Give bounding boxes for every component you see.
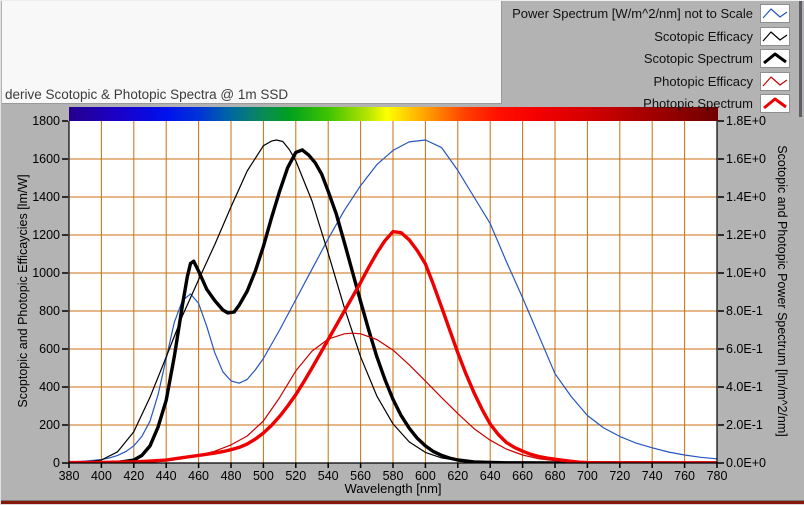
- x-tick-label: 540: [318, 469, 339, 483]
- line-style-icon: [763, 97, 787, 109]
- x-axis-title: Wavelength [nm]: [344, 481, 441, 496]
- left-tick-label: 200: [39, 418, 60, 432]
- right-tick-label: 6.0E-1: [726, 342, 763, 356]
- legend-item-scotopic_spectrum[interactable]: Scotopic Spectrum: [506, 48, 790, 68]
- x-tick-label: 520: [285, 469, 306, 483]
- left-tick-label: 1600: [32, 152, 60, 166]
- xy-graph: 380 400 420 440 460 480 500 520 540 560 580 600 620 6…: [16, 114, 789, 496]
- x-tick-label: 440: [156, 469, 177, 483]
- window-bottom-border: [1, 500, 804, 501]
- left-tick-label: 0: [53, 456, 60, 470]
- right-tick-label: 1.6E+0: [726, 152, 766, 166]
- legend-glyph-scotopic_spectrum[interactable]: [760, 48, 790, 68]
- right-tick-label: 2.0E-1: [726, 418, 763, 432]
- right-tick-label: 1.0E+0: [726, 266, 766, 280]
- left-tick-label: 1400: [32, 190, 60, 204]
- right-tick-label: 1.2E+0: [726, 228, 766, 242]
- legend-glyph-power_spectrum[interactable]: [760, 3, 790, 23]
- left-tick-label: 800: [39, 304, 60, 318]
- panel-title: derive Scotopic & Photopic Spectra @ 1m …: [5, 87, 289, 102]
- wavelength-color-bar: [69, 107, 718, 121]
- legend-label: Scotopic Spectrum: [643, 50, 753, 66]
- left-axis-title: Scoptopic and Photopic Efficaycies [lm/W…: [16, 174, 30, 407]
- x-tick-label: 640: [480, 469, 501, 483]
- left-tick-label: 1200: [32, 228, 60, 242]
- legend-glyph-photopic_spectrum[interactable]: [760, 93, 790, 113]
- x-tick-label: 460: [188, 469, 209, 483]
- right-tick-label: 1.4E+0: [726, 190, 766, 204]
- legend-glyph-scotopic_efficacy[interactable]: [760, 26, 790, 46]
- legend-item-photopic_spectrum[interactable]: Photopic Spectrum: [506, 93, 790, 113]
- legend-item-power_spectrum[interactable]: Power Spectrum [W/m^2/nm] not to Scale: [506, 3, 790, 23]
- legend-label: Scotopic Efficacy: [654, 28, 753, 44]
- legend-label: Power Spectrum [W/m^2/nm] not to Scale: [512, 5, 753, 21]
- line-style-icon: [762, 7, 788, 18]
- right-tick-label: 0.0E+0: [726, 456, 766, 470]
- left-tick-label: 1000: [32, 266, 60, 280]
- plot-area: 380 400 420 440 460 480 500 520 540 560 580 600 620 6…: [32, 114, 766, 483]
- x-tick-label: 580: [383, 469, 404, 483]
- x-tick-label: 480: [221, 469, 242, 483]
- x-tick-label: 700: [577, 469, 598, 483]
- legend-item-photopic_efficacy[interactable]: Photopic Efficacy: [506, 71, 790, 91]
- line-style-icon: [762, 30, 788, 41]
- scotopic_spectrum-curve: [69, 148, 717, 463]
- x-tick-label: 780: [707, 469, 728, 483]
- right-tick-label: 4.0E-1: [726, 380, 763, 394]
- window-bottom-accent: [1, 501, 804, 504]
- plot-legend: Power Spectrum [W/m^2/nm] not to Scale Sc…: [506, 1, 802, 119]
- left-tick-label: 1800: [32, 114, 60, 128]
- curves: [69, 139, 717, 463]
- legend-glyph-photopic_efficacy[interactable]: [760, 71, 790, 91]
- x-tick-label: 740: [642, 469, 663, 483]
- x-tick-label: 760: [674, 469, 695, 483]
- legend-edge-strip: [799, 1, 802, 117]
- axis-ticks: [62, 120, 724, 468]
- left-tick-label: 400: [39, 380, 60, 394]
- legend-label: Photopic Efficacy: [653, 73, 753, 89]
- right-tick-label: 8.0E-1: [726, 304, 763, 318]
- right-tick-label: 1.8E+0: [726, 114, 766, 128]
- x-tick-label: 600: [415, 469, 436, 483]
- x-tick-label: 720: [609, 469, 630, 483]
- legend-label: Photopic Spectrum: [643, 95, 753, 111]
- x-tick-label: 620: [447, 469, 468, 483]
- x-tick-label: 680: [545, 469, 566, 483]
- tick-labels: 380 400 420 440 460 480 500 520 540 560 580 600 620 6…: [32, 114, 766, 483]
- photopic_spectrum-curve: [69, 229, 717, 463]
- line-style-icon: [762, 75, 788, 86]
- title-panel: derive Scotopic & Photopic Spectra @ 1m …: [2, 1, 502, 104]
- line-style-icon: [763, 52, 787, 64]
- x-tick-label: 400: [91, 469, 112, 483]
- x-tick-label: 380: [59, 469, 80, 483]
- right-axis-title: Scotopic and Photopic Power Spectrum [lm…: [775, 145, 789, 436]
- left-tick-label: 600: [39, 342, 60, 356]
- power_spectrum-curve: [69, 139, 717, 463]
- legend-item-scotopic_efficacy[interactable]: Scotopic Efficacy: [506, 26, 790, 46]
- x-tick-label: 420: [123, 469, 144, 483]
- grid-lines: [69, 121, 717, 463]
- x-tick-label: 500: [253, 469, 274, 483]
- x-tick-label: 660: [512, 469, 533, 483]
- x-tick-label: 560: [350, 469, 371, 483]
